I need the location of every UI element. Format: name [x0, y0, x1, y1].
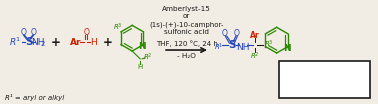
FancyBboxPatch shape	[279, 61, 370, 98]
Text: 39 examples: 39 examples	[293, 70, 356, 79]
Text: NH: NH	[236, 43, 249, 52]
Text: 2: 2	[41, 41, 45, 47]
Text: H: H	[138, 64, 143, 70]
Text: R$^1$: R$^1$	[214, 41, 224, 53]
Text: - H₂O: - H₂O	[177, 53, 196, 59]
Text: Ar: Ar	[250, 31, 260, 40]
Text: O: O	[31, 28, 37, 37]
Text: O: O	[234, 29, 240, 38]
Text: R$^2$: R$^2$	[250, 50, 260, 62]
Text: +: +	[51, 36, 60, 49]
Text: R$^2$: R$^2$	[143, 51, 153, 63]
Text: up to 97% yield: up to 97% yield	[285, 82, 364, 90]
Text: H: H	[90, 38, 97, 47]
Text: THF, 120 °C, 24 h: THF, 120 °C, 24 h	[156, 41, 217, 47]
Text: R$^3$: R$^3$	[263, 39, 273, 50]
Text: (1s)-(+)-10-camphor-: (1s)-(+)-10-camphor-	[149, 21, 224, 28]
Text: S: S	[228, 40, 235, 50]
Text: Ar: Ar	[70, 38, 81, 47]
Text: +: +	[102, 36, 112, 49]
Text: N: N	[283, 44, 291, 53]
Text: or: or	[183, 14, 190, 19]
Text: R$^3$: R$^3$	[113, 22, 123, 33]
Text: O: O	[222, 29, 228, 38]
Text: R$^1$: R$^1$	[9, 36, 21, 48]
Text: R¹ = aryl or alkyl: R¹ = aryl or alkyl	[5, 94, 64, 101]
Text: S: S	[25, 37, 33, 47]
Text: NH: NH	[31, 38, 44, 47]
Text: sulfonic acid: sulfonic acid	[164, 29, 209, 35]
Text: Amberlyst-15: Amberlyst-15	[162, 6, 211, 12]
Text: N: N	[139, 42, 146, 51]
Text: O: O	[84, 28, 89, 37]
Text: O: O	[21, 28, 26, 37]
